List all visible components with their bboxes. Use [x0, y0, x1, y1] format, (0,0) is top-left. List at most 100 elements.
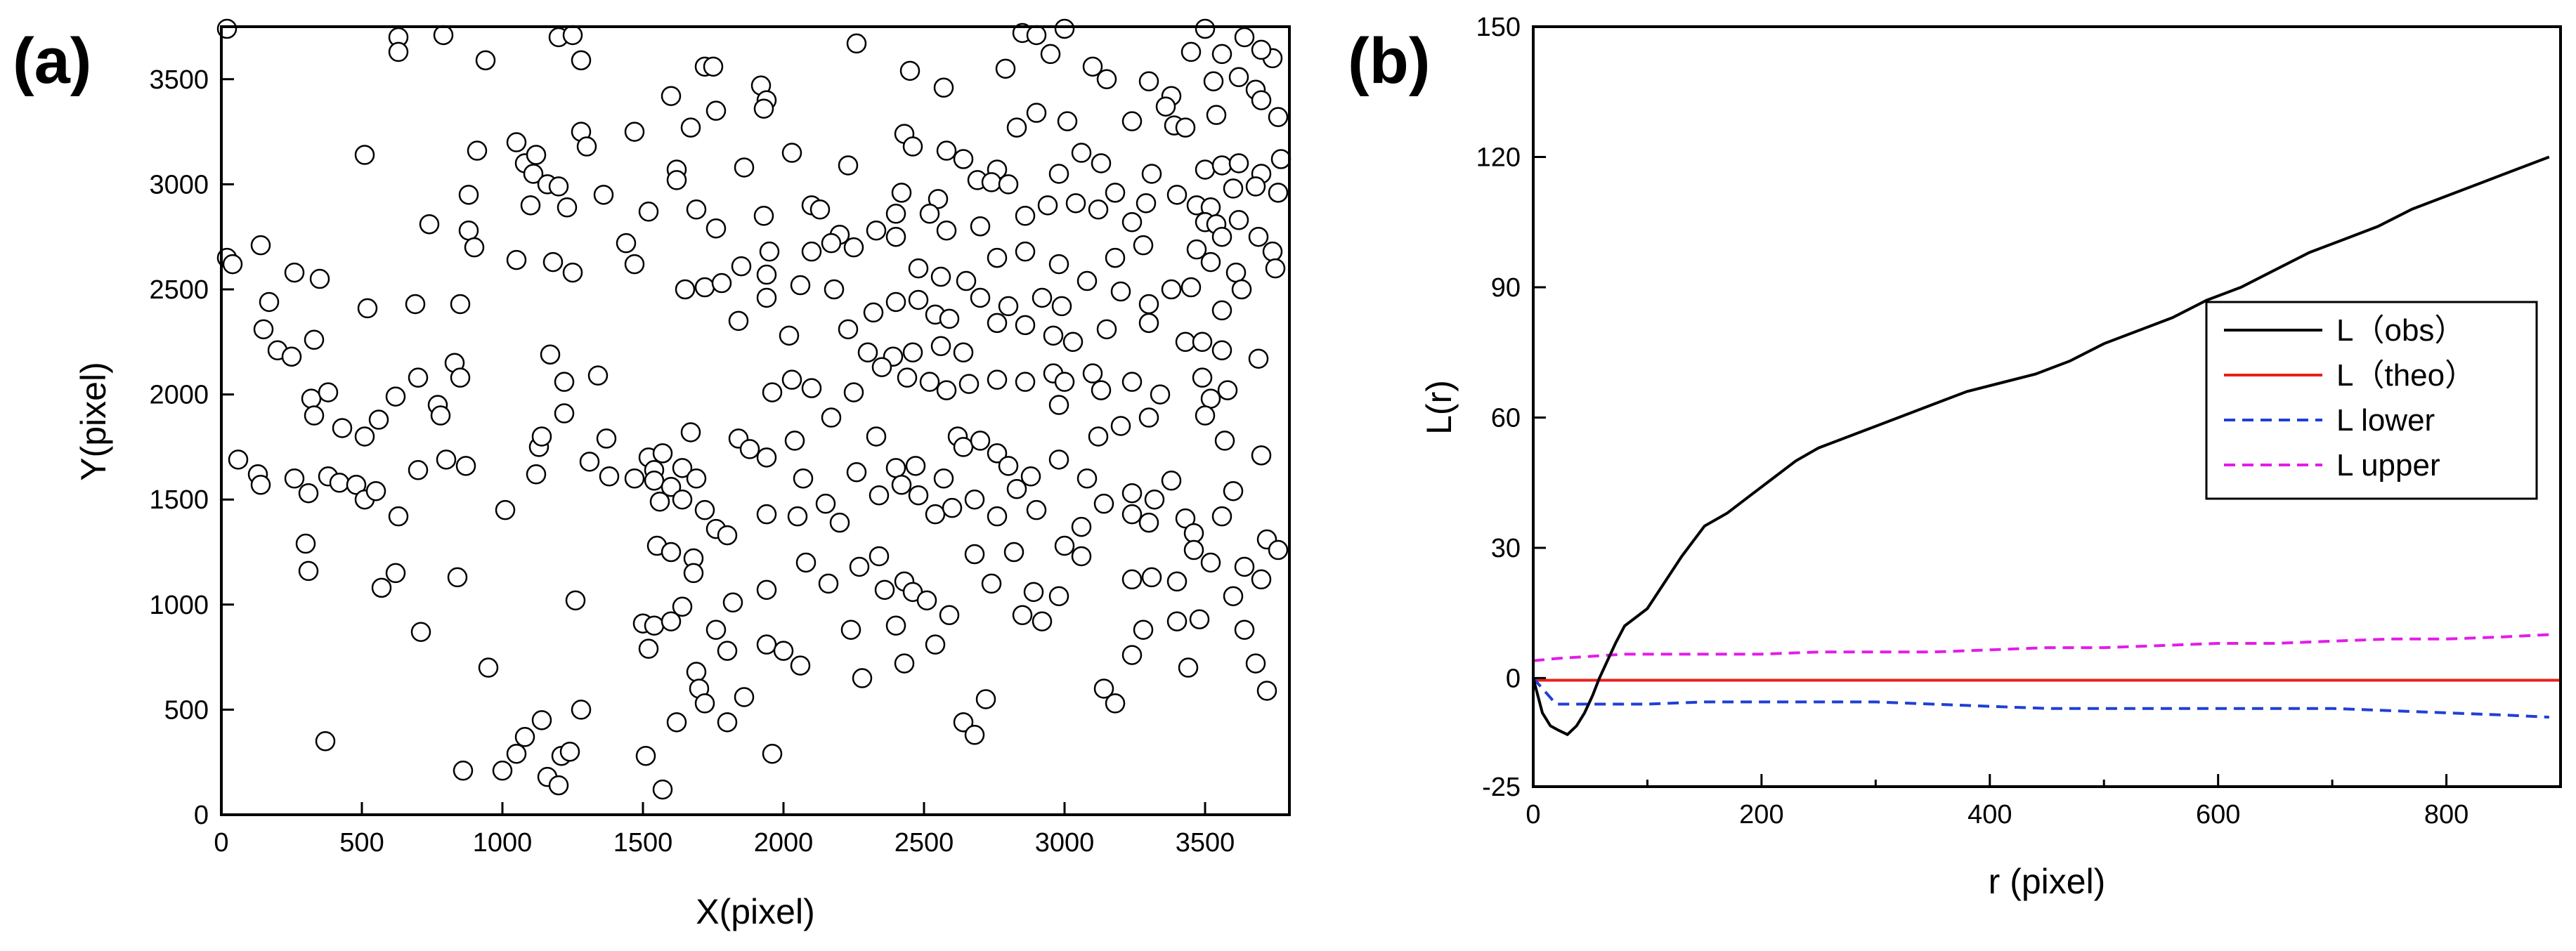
scatter-point	[939, 308, 960, 329]
scatter-point	[1023, 582, 1044, 603]
scatter-point	[756, 634, 777, 655]
y-tick-label: 30	[1491, 534, 1521, 563]
scatter-point	[1105, 183, 1126, 203]
scatter-point	[936, 220, 957, 241]
x-tick-label: 0	[214, 828, 228, 858]
scatter-point	[686, 199, 707, 220]
scatter-point	[964, 725, 985, 745]
scatter-point	[652, 443, 673, 464]
scatter-point	[1265, 258, 1286, 279]
scatter-point	[436, 450, 457, 470]
scatter-point	[1015, 315, 1036, 336]
scatter-point	[1138, 294, 1159, 315]
scatter-point	[666, 170, 687, 190]
scatter-point	[1248, 226, 1269, 247]
scatter-point	[987, 247, 1008, 268]
scatter-point	[1150, 384, 1171, 405]
series-line-2	[1532, 677, 2549, 719]
x-tick-label: 500	[339, 828, 384, 858]
y-axis-b: -25 0 30 60 90 120 150	[1476, 13, 1546, 802]
scatter-point	[1121, 372, 1143, 392]
scatter-point	[885, 226, 906, 247]
scatter-point	[1110, 416, 1131, 436]
scatter-point	[1051, 296, 1072, 317]
scatter-point	[711, 273, 732, 294]
scatter-point	[928, 189, 949, 209]
x-tick-label: 400	[1967, 800, 2012, 829]
scatter-point	[1234, 619, 1255, 640]
scatter-point	[304, 405, 325, 426]
y-tick-label: 3000	[149, 170, 209, 199]
scatter-point	[1006, 117, 1027, 138]
scatter-point	[554, 403, 575, 424]
scatter-point	[891, 475, 912, 495]
scatter-point	[1251, 39, 1272, 60]
scatter-point	[649, 491, 670, 512]
scatter-point	[908, 258, 929, 279]
scatter-point	[919, 204, 940, 224]
scatter-point	[1270, 149, 1292, 169]
scatter-point	[1225, 262, 1247, 283]
scatter-point	[250, 235, 271, 256]
scatter-point	[531, 426, 552, 447]
scatter-point	[1141, 164, 1162, 184]
scatter-point	[1057, 111, 1078, 131]
scatter-point	[506, 743, 527, 764]
scatter-point	[866, 220, 887, 241]
scatter-point	[1155, 96, 1176, 117]
scatter-point	[408, 460, 429, 480]
scatter-point	[1062, 332, 1084, 353]
scatter-point	[1217, 380, 1238, 400]
scatter-point	[705, 619, 727, 640]
scatter-point	[405, 294, 426, 315]
scatter-point	[1228, 153, 1249, 173]
scatter-point	[787, 506, 808, 527]
scatter-point	[571, 50, 592, 71]
scatter-point	[298, 483, 319, 504]
scatter-point	[981, 573, 1002, 594]
scatter-point	[1175, 117, 1196, 138]
scatter-point	[821, 232, 842, 254]
scatter-point	[756, 264, 777, 285]
y-tick-label: 0	[194, 801, 209, 830]
scatter-point	[453, 760, 474, 781]
scatter-point	[548, 775, 569, 796]
scatter-point	[1071, 516, 1092, 537]
scatter-point	[885, 291, 906, 313]
scatter-point	[916, 590, 937, 611]
scatter-point	[866, 426, 887, 447]
scatter-point	[562, 262, 583, 283]
scatter-point	[1048, 254, 1069, 275]
scatter-point	[542, 251, 564, 273]
scatter-point	[506, 249, 527, 270]
scatter-point	[281, 346, 302, 367]
scatter-point	[228, 450, 249, 470]
scatter-point	[599, 466, 620, 487]
scatter-point	[694, 499, 715, 520]
scatter-point	[1015, 372, 1036, 392]
scatter-point	[1189, 609, 1210, 629]
scatter-point	[756, 579, 777, 601]
y-tick-label: 2500	[149, 275, 209, 305]
scatter-point	[869, 485, 890, 506]
scatter-point	[964, 489, 985, 510]
scatter-point	[970, 216, 991, 237]
scatter-point	[1048, 395, 1069, 415]
scatter-point	[987, 506, 1008, 527]
scatter-point	[958, 374, 980, 394]
scatter-point	[731, 256, 752, 277]
scatter-point	[408, 367, 429, 388]
scatter-point	[908, 289, 929, 310]
scatter-point	[523, 164, 544, 184]
scatter-point	[717, 712, 738, 733]
scatter-point	[801, 241, 822, 262]
scatter-point	[467, 140, 488, 161]
scatter-point	[1096, 319, 1117, 340]
scatter-point	[936, 140, 957, 161]
scatter-point	[894, 653, 915, 674]
scatter-point	[1180, 41, 1202, 63]
scatter-point	[930, 266, 951, 287]
scatter-point	[874, 579, 895, 601]
scatter-point	[410, 622, 431, 642]
